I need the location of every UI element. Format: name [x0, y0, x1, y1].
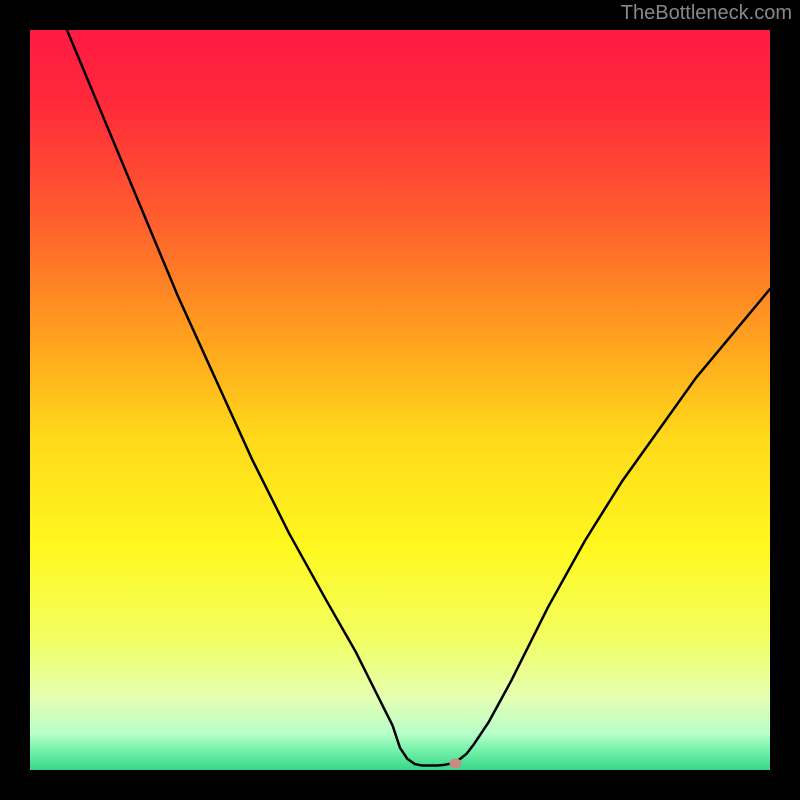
- optimal-point-marker: [450, 758, 462, 768]
- watermark-text: TheBottleneck.com: [621, 2, 792, 25]
- plot-frame: [0, 0, 30, 800]
- plot-frame: [0, 770, 800, 800]
- gradient-background: [30, 30, 770, 770]
- bottleneck-chart: [0, 0, 800, 800]
- plot-area: [0, 0, 800, 800]
- plot-frame: [770, 0, 800, 800]
